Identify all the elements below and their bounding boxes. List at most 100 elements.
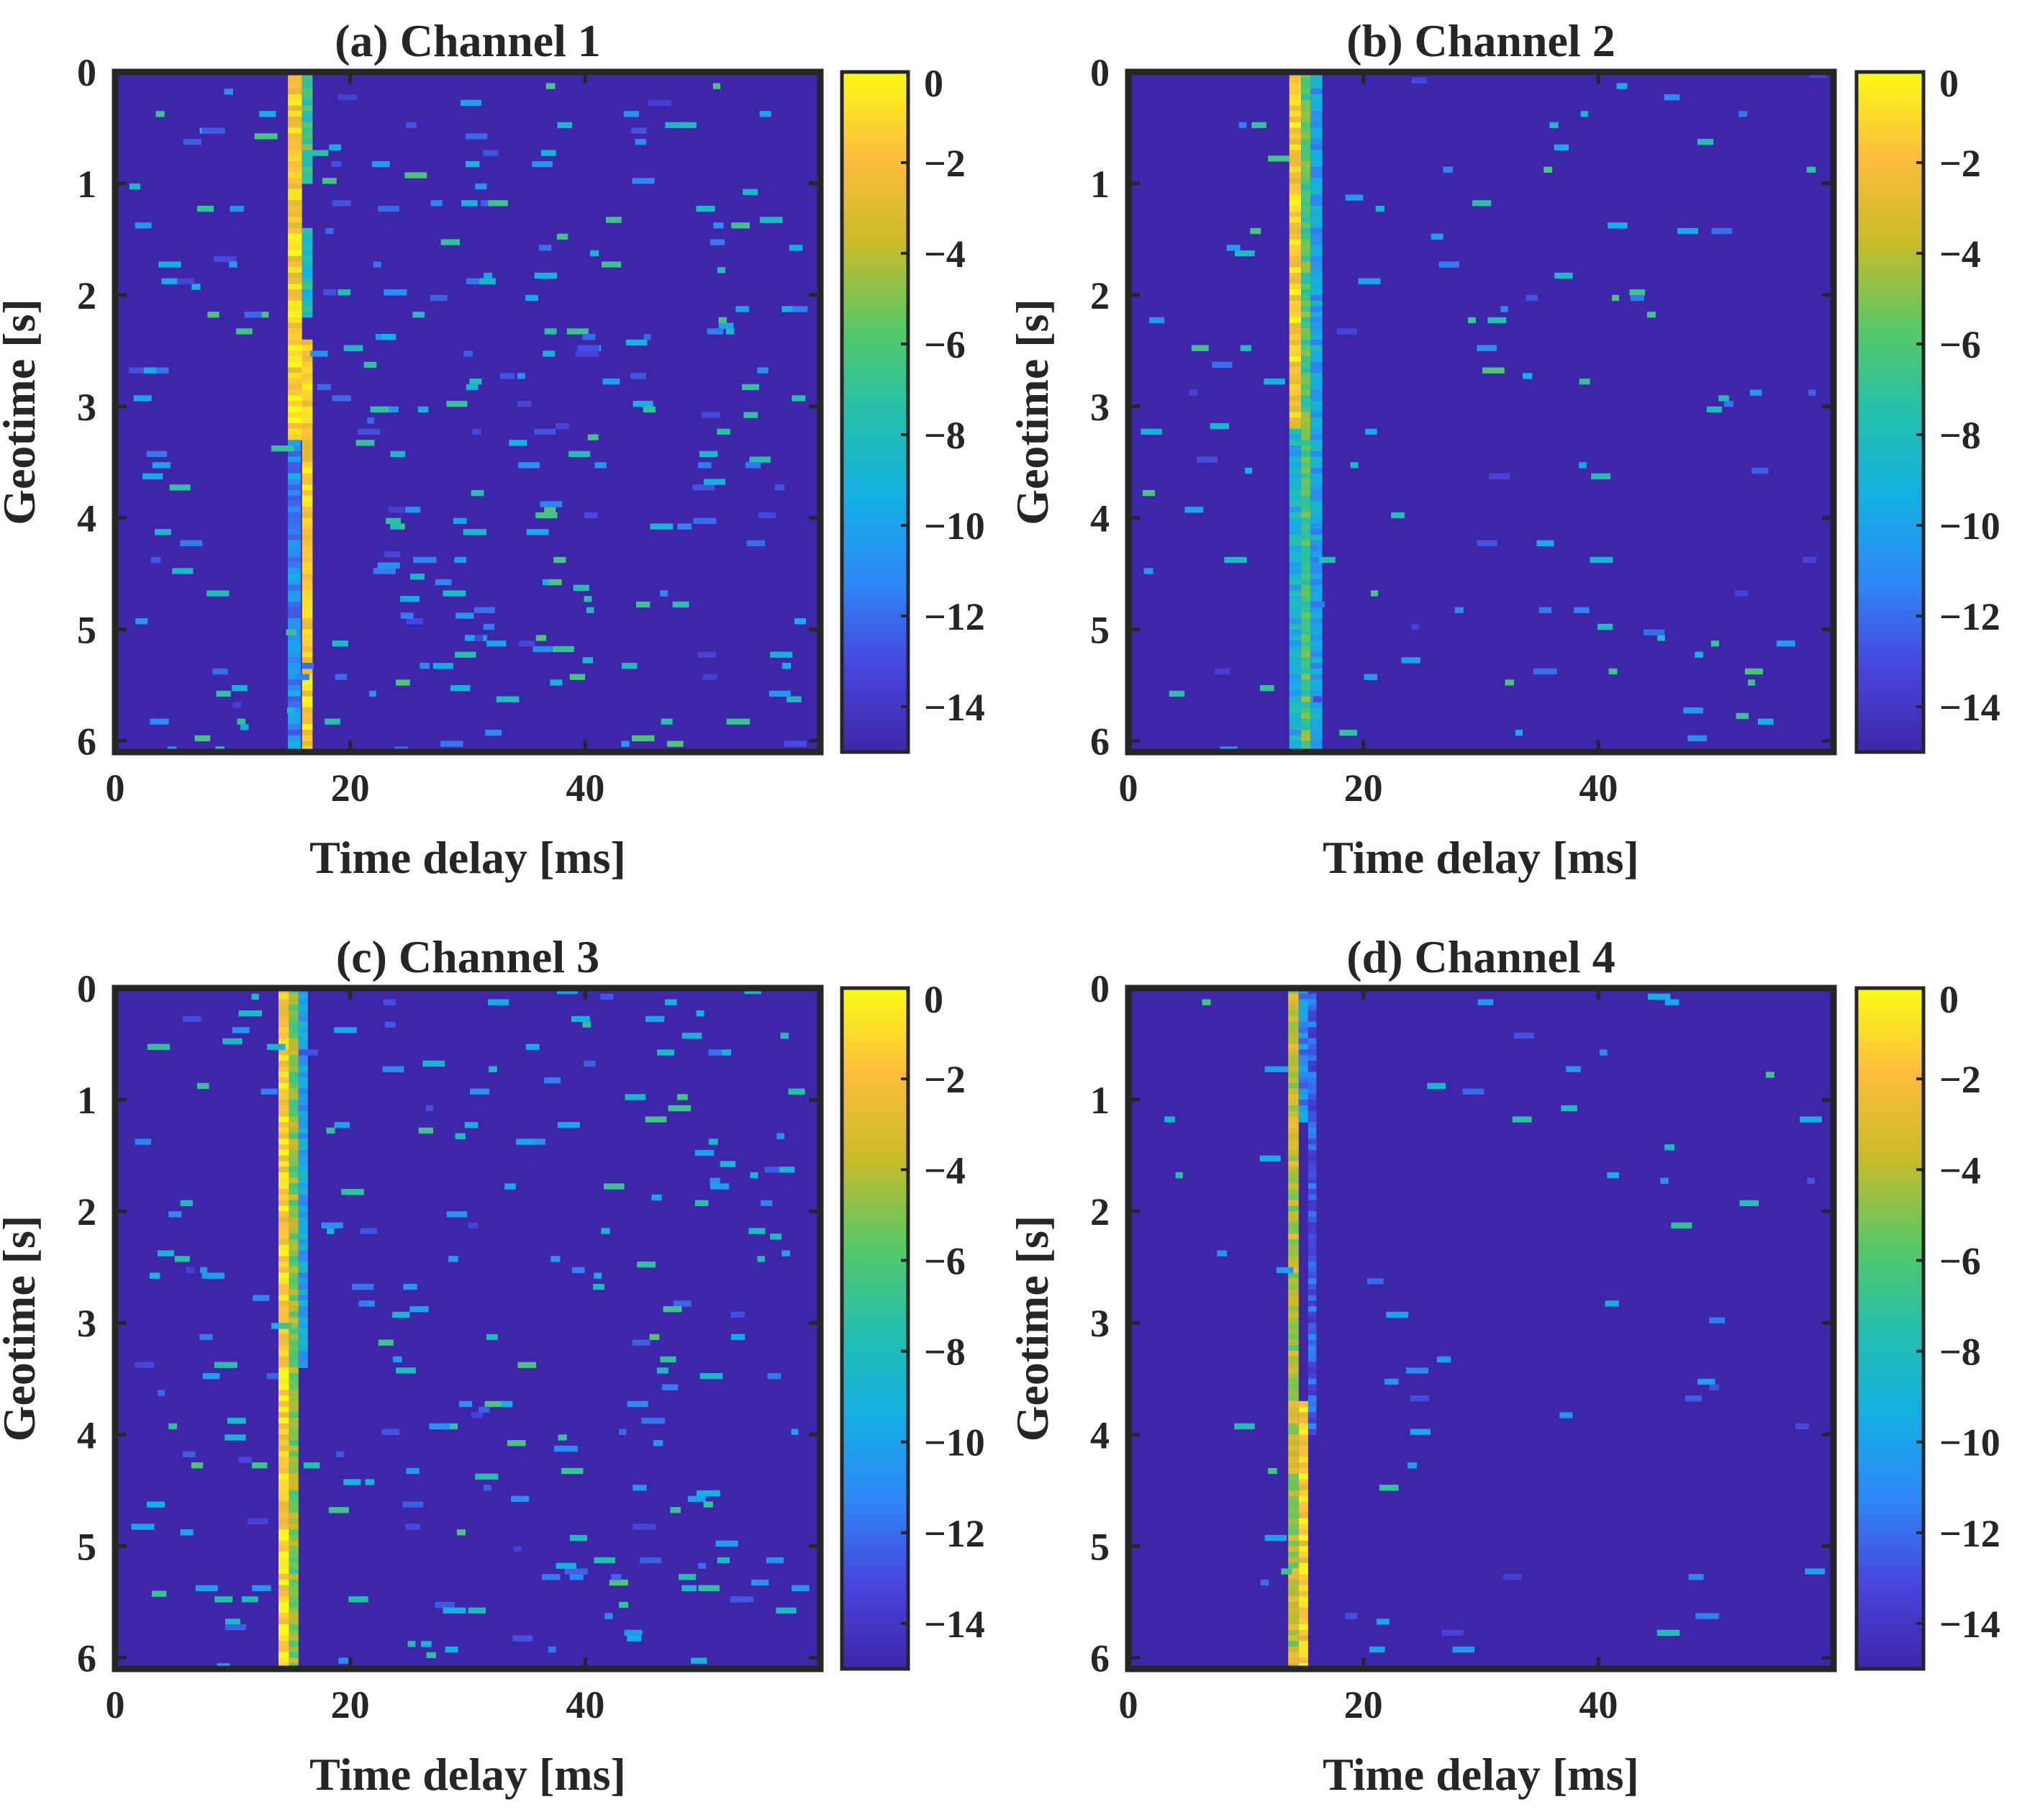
- heatmap-scatter-cell: [712, 83, 721, 89]
- heatmap-band-cell: [1307, 1177, 1317, 1184]
- heatmap-scatter-cell: [489, 1066, 497, 1072]
- heatmap-scatter-cell: [365, 1479, 375, 1485]
- heatmap-scatter-cell: [325, 227, 334, 235]
- heatmap-band-cell: [288, 389, 304, 396]
- heatmap-band-cell: [298, 1228, 308, 1234]
- heatmap-scatter-cell: [627, 1635, 642, 1642]
- heatmap-band-cell: [302, 356, 313, 363]
- heatmap-band-cell: [298, 1233, 308, 1240]
- heatmap-band-cell: [298, 1105, 308, 1112]
- heatmap-band-cell: [278, 1579, 289, 1586]
- heatmap-scatter-cell: [1337, 328, 1357, 335]
- heatmap-scatter-cell: [660, 1356, 676, 1363]
- heatmap-band-cell: [1288, 1418, 1299, 1424]
- heatmap-scatter-cell: [1427, 1082, 1446, 1090]
- heatmap-band-cell: [288, 178, 302, 184]
- heatmap-band-cell: [1301, 574, 1311, 580]
- colorbar-tick-label: −6: [1939, 1239, 1981, 1282]
- heatmap-band-cell: [1288, 1512, 1299, 1519]
- heatmap-scatter-cell: [186, 1267, 195, 1274]
- heatmap-scatter-cell: [509, 440, 527, 446]
- heatmap-scatter-cell: [1489, 473, 1510, 480]
- heatmap-band-cell: [278, 1177, 289, 1184]
- heatmap-scatter-cell: [486, 1334, 498, 1341]
- heatmap-scatter-cell: [286, 707, 294, 714]
- heatmap-band-cell: [1310, 523, 1323, 530]
- heatmap-scatter-cell: [183, 138, 201, 145]
- heatmap-scatter-cell: [532, 646, 553, 653]
- heatmap-band-cell: [1310, 105, 1323, 112]
- heatmap-scatter-cell: [430, 200, 443, 207]
- heatmap-scatter-cell: [133, 395, 152, 402]
- heatmap-band-cell: [302, 596, 313, 602]
- y-tick-label: 0: [1090, 967, 1110, 1010]
- heatmap-band-cell: [302, 144, 313, 151]
- heatmap-band-cell: [1298, 1072, 1308, 1078]
- heatmap-band-cell: [278, 1300, 289, 1307]
- heatmap-band-cell: [1289, 640, 1302, 647]
- heatmap-band-cell: [1301, 712, 1311, 720]
- heatmap-band-cell: [1310, 178, 1323, 184]
- heatmap-scatter-cell: [207, 312, 219, 318]
- heatmap-band-cell: [302, 77, 313, 84]
- heatmap-scatter-cell: [1143, 568, 1154, 574]
- heatmap-band-cell: [1310, 144, 1323, 151]
- heatmap-scatter-cell: [1612, 294, 1620, 302]
- heatmap-band-cell: [1289, 741, 1302, 747]
- y-tick-label: 3: [1090, 1302, 1110, 1345]
- heatmap-band-cell: [288, 412, 304, 418]
- heatmap-band-cell: [278, 1278, 289, 1285]
- heatmap-band-cell: [298, 1116, 308, 1123]
- heatmap-scatter-cell: [466, 160, 480, 168]
- heatmap-scatter-cell: [306, 150, 329, 156]
- heatmap-band-cell: [1288, 1624, 1299, 1631]
- heatmap-band-cell: [298, 1021, 308, 1028]
- heatmap-scatter-cell: [1313, 696, 1322, 702]
- heatmap-band-cell: [1301, 345, 1311, 351]
- heatmap-band-cell: [302, 417, 313, 424]
- heatmap-band-cell: [278, 1546, 289, 1552]
- heatmap-scatter-cell: [267, 1043, 286, 1050]
- heatmap-band-cell: [278, 1534, 289, 1541]
- heatmap-scatter-cell: [371, 160, 390, 168]
- heatmap-band-cell: [278, 1473, 289, 1480]
- heatmap-scatter-cell: [667, 741, 684, 747]
- heatmap-band-cell: [302, 668, 313, 675]
- heatmap-scatter-cell: [1250, 227, 1261, 235]
- y-axis-label: Geotime [s]: [0, 299, 45, 525]
- heatmap-scatter-cell: [363, 1300, 375, 1307]
- heatmap-band-cell: [289, 1233, 299, 1240]
- heatmap-band-cell: [1288, 1552, 1299, 1558]
- heatmap-band-cell: [302, 646, 313, 653]
- heatmap-band-cell: [289, 1010, 299, 1017]
- heatmap-scatter-cell: [525, 1043, 540, 1050]
- heatmap-band-cell: [1301, 194, 1311, 201]
- heatmap-band-cell: [1310, 412, 1323, 418]
- heatmap-band-cell: [1310, 356, 1323, 363]
- heatmap-band-cell: [1307, 1423, 1317, 1430]
- heatmap-band-cell: [278, 1429, 289, 1435]
- heatmap-scatter-cell: [1533, 668, 1557, 675]
- y-tick-label: 4: [77, 1413, 96, 1457]
- heatmap-band-cell: [288, 300, 302, 307]
- heatmap-scatter-cell: [743, 412, 758, 418]
- heatmap-scatter-cell: [602, 379, 620, 385]
- colorbar-tick-label: 0: [924, 62, 943, 105]
- heatmap-band-cell: [278, 1138, 289, 1145]
- heatmap-band-cell: [1307, 1077, 1317, 1084]
- heatmap-band-cell: [298, 1127, 308, 1134]
- heatmap-band-cell: [1288, 1373, 1299, 1380]
- colorbar-tick-label: −10: [924, 1421, 985, 1464]
- heatmap-scatter-cell: [759, 111, 771, 117]
- heatmap-scatter-cell: [222, 1362, 237, 1368]
- heatmap-band-cell: [1289, 172, 1302, 178]
- heatmap-band-cell: [289, 1272, 299, 1279]
- heatmap-band-cell: [298, 1362, 308, 1368]
- heatmap-band-cell: [1310, 440, 1323, 446]
- heatmap-scatter-cell: [694, 1200, 709, 1207]
- heatmap-scatter-cell: [422, 1060, 445, 1067]
- heatmap-band-cell: [1307, 1194, 1317, 1201]
- heatmap-band-cell: [1310, 618, 1323, 625]
- heatmap-band-cell: [302, 261, 313, 268]
- heatmap-scatter-cell: [1805, 1568, 1826, 1575]
